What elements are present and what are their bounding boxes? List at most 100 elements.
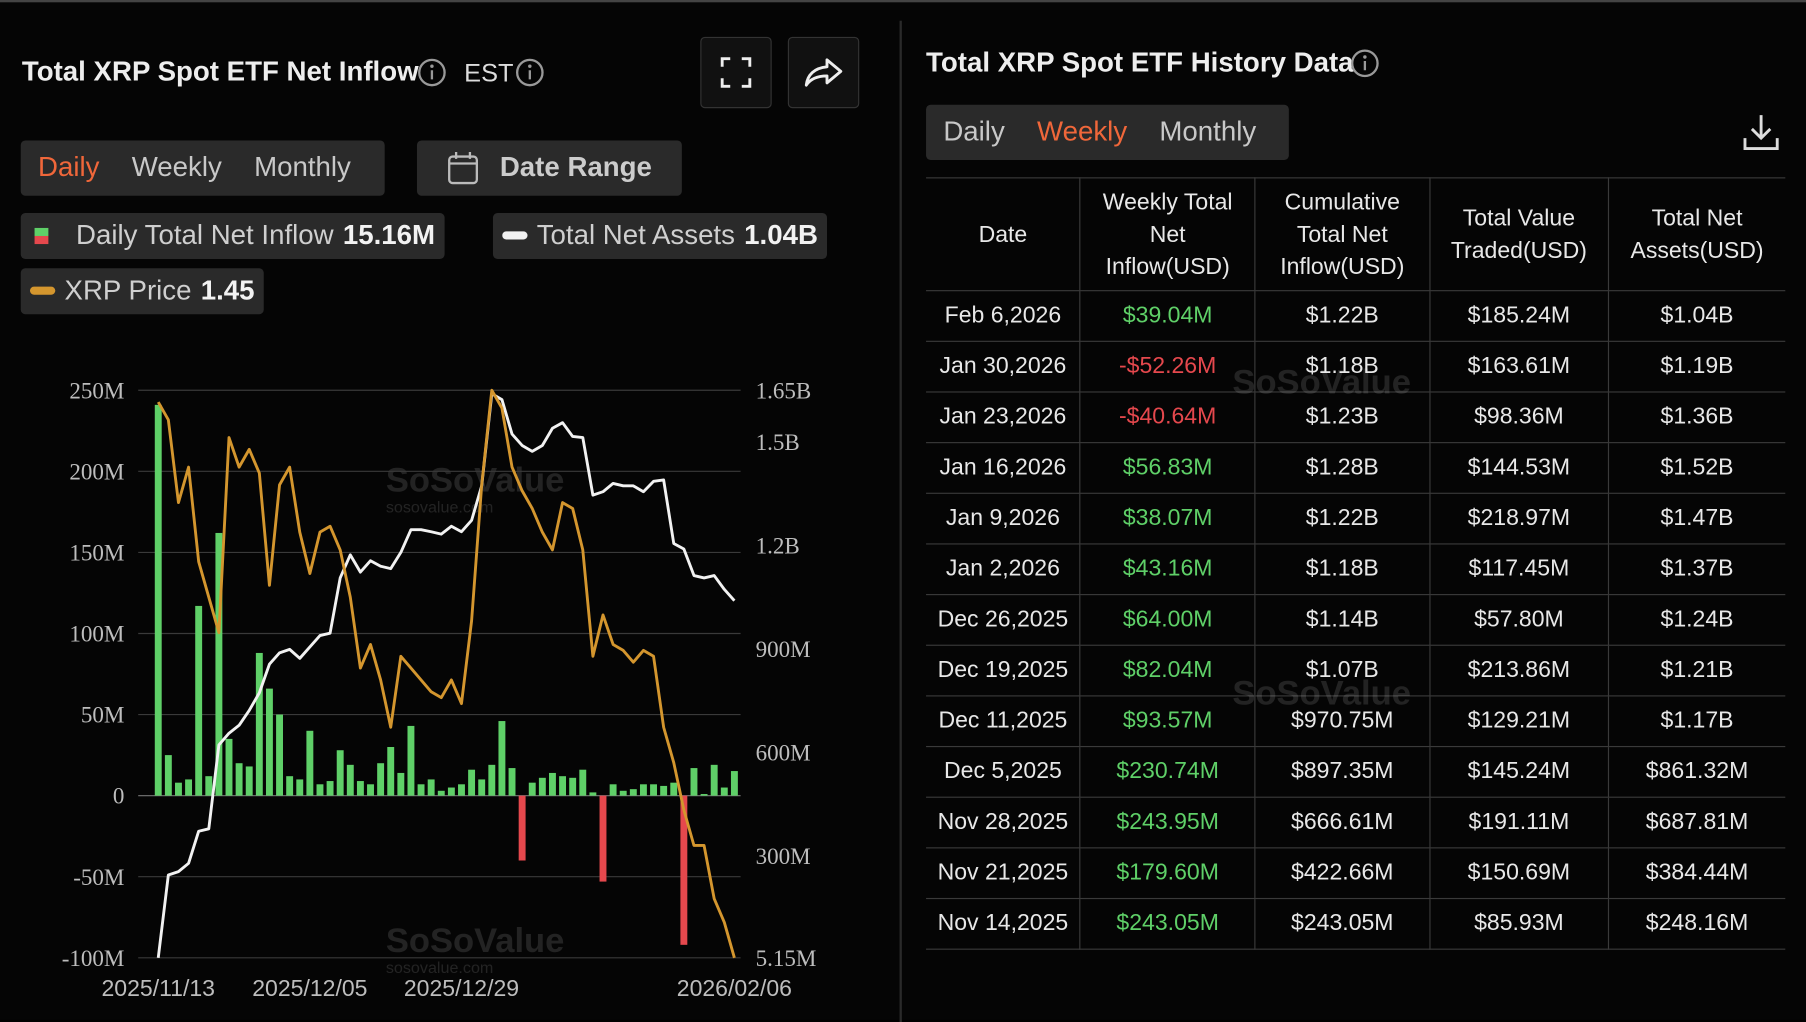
x-tick-label: 2026/02/06: [677, 975, 792, 1001]
table-cell: $1.18B: [1254, 340, 1431, 393]
table-cell: $897.35M: [1254, 745, 1431, 798]
table-cell: Jan 2,2026: [926, 543, 1081, 596]
y-tick-label: 100M: [69, 621, 124, 647]
bar: [710, 764, 718, 796]
y2-tick-label: 600M: [756, 740, 811, 766]
table-cell: $687.81M: [1607, 796, 1786, 849]
table-cell: $191.11M: [1429, 796, 1609, 849]
x-tick-label: 2025/11/13: [101, 975, 215, 1001]
y-tick-label: -50M: [73, 864, 124, 890]
bar: [336, 750, 344, 796]
bar: [589, 792, 597, 796]
fullscreen-button[interactable]: [700, 36, 772, 109]
y2-tick-label: 1.2B: [756, 533, 800, 559]
table-cell: $150.69M: [1429, 847, 1609, 900]
table-cell: $43.16M: [1079, 543, 1256, 596]
bar: [579, 769, 587, 796]
bar: [447, 787, 455, 796]
download-icon[interactable]: [1742, 113, 1781, 152]
table-cell: $1.24B: [1607, 594, 1786, 646]
column-header: Weekly Total Net Inflow(USD): [1079, 177, 1256, 292]
bar: [528, 782, 536, 796]
y2-tick-label: 900M: [756, 636, 811, 662]
x-tick-label: 2025/12/05: [252, 975, 367, 1001]
tab[interactable]: Daily: [38, 151, 100, 184]
bar: [387, 746, 395, 796]
table-cell: $144.53M: [1429, 442, 1609, 494]
tab[interactable]: Monthly: [1159, 116, 1257, 148]
y-tick-label: 150M: [69, 539, 124, 565]
table-cell: $1.19B: [1607, 340, 1786, 393]
history-tabs: Daily Weekly Monthly: [926, 104, 1289, 161]
table-cell: $666.61M: [1254, 796, 1431, 849]
table-cell: $1.14B: [1254, 594, 1431, 646]
share-button[interactable]: [787, 36, 860, 109]
y2-tick-label: 1.65B: [756, 377, 812, 403]
table-cell: Jan 16,2026: [926, 442, 1081, 494]
legend-item[interactable]: Total Net Assets 1.04B: [492, 212, 828, 260]
table-row: Nov 21,2025 $179.60M $422.66M $150.69M $384.…: [926, 847, 1786, 900]
table-row: Jan 30,2026 -$52.26M $1.18B $163.61M $1.19B: [926, 340, 1786, 393]
table-cell: $1.21B: [1607, 644, 1786, 697]
column-header: Date: [926, 177, 1081, 292]
info-icon[interactable]: [1350, 48, 1380, 78]
table-cell: Jan 30,2026: [926, 340, 1081, 393]
info-icon[interactable]: [417, 58, 447, 88]
column-header: Cumulative Total Net Inflow(USD): [1254, 177, 1431, 292]
info-icon[interactable]: [515, 58, 545, 88]
bar: [377, 763, 385, 796]
table-cell: $179.60M: [1079, 847, 1256, 900]
table-cell: Dec 19,2025: [926, 644, 1081, 697]
tab[interactable]: Daily: [943, 116, 1005, 148]
table-cell: $243.05M: [1079, 897, 1256, 950]
bar: [255, 652, 263, 796]
table-cell: $970.75M: [1254, 695, 1431, 748]
y2-tick-label: 1.5B: [756, 429, 800, 455]
divider: [899, 20, 902, 1022]
bar: [407, 725, 415, 796]
bar: [569, 777, 577, 796]
bar: [215, 532, 223, 796]
bar: [225, 738, 233, 796]
table-row: Dec 19,2025 $82.04M $1.07B $213.86M $1.21B: [926, 644, 1786, 697]
table-cell: $117.45M: [1429, 543, 1609, 596]
table-cell: $1.36B: [1607, 391, 1786, 444]
legend-item[interactable]: XRP Price 1.45: [20, 268, 264, 315]
history-table: Date Weekly Total Net Inflow(USD) Cumulati…: [926, 177, 1786, 950]
tab[interactable]: Weekly: [1037, 116, 1128, 148]
bar: [609, 784, 617, 796]
table-cell: $1.47B: [1607, 492, 1786, 545]
tab[interactable]: Monthly: [254, 151, 351, 184]
bar: [720, 787, 728, 796]
table-cell: $1.07B: [1254, 644, 1431, 697]
table-row: Dec 5,2025 $230.74M $897.35M $145.24M $861.3…: [926, 745, 1786, 798]
tab[interactable]: Weekly: [131, 151, 222, 184]
table-cell: Nov 14,2025: [926, 897, 1081, 950]
table-cell: $384.44M: [1607, 847, 1786, 900]
bar: [690, 768, 698, 796]
table-cell: Nov 21,2025: [926, 847, 1081, 900]
bar: [397, 772, 405, 796]
bar: [538, 777, 546, 796]
legend-item[interactable]: Daily Total Net Inflow 15.16M: [20, 212, 445, 260]
legend-label: XRP Price: [64, 275, 192, 307]
y-tick-label: -100M: [62, 945, 125, 971]
bar: [508, 768, 516, 796]
legend-swatch: [502, 231, 528, 240]
bar: [195, 605, 203, 796]
bar: [619, 790, 627, 796]
watermark-site: sosovalue.com: [386, 498, 493, 516]
watermark: SoSoValue: [386, 462, 565, 500]
table-cell: $129.21M: [1429, 695, 1609, 748]
bar: [367, 784, 374, 796]
timezone: EST: [464, 58, 514, 88]
column-header: Total Value Traded(USD): [1429, 177, 1609, 292]
table-row: Jan 9,2026 $38.07M $1.22B $218.97M $1.47B: [926, 492, 1786, 545]
bar: [245, 766, 253, 796]
fullscreen-icon: [720, 57, 752, 88]
date-range-button[interactable]: Date Range: [416, 140, 682, 196]
table-cell: $93.57M: [1079, 695, 1256, 748]
bar: [306, 730, 314, 796]
table-cell: $163.61M: [1429, 340, 1609, 393]
